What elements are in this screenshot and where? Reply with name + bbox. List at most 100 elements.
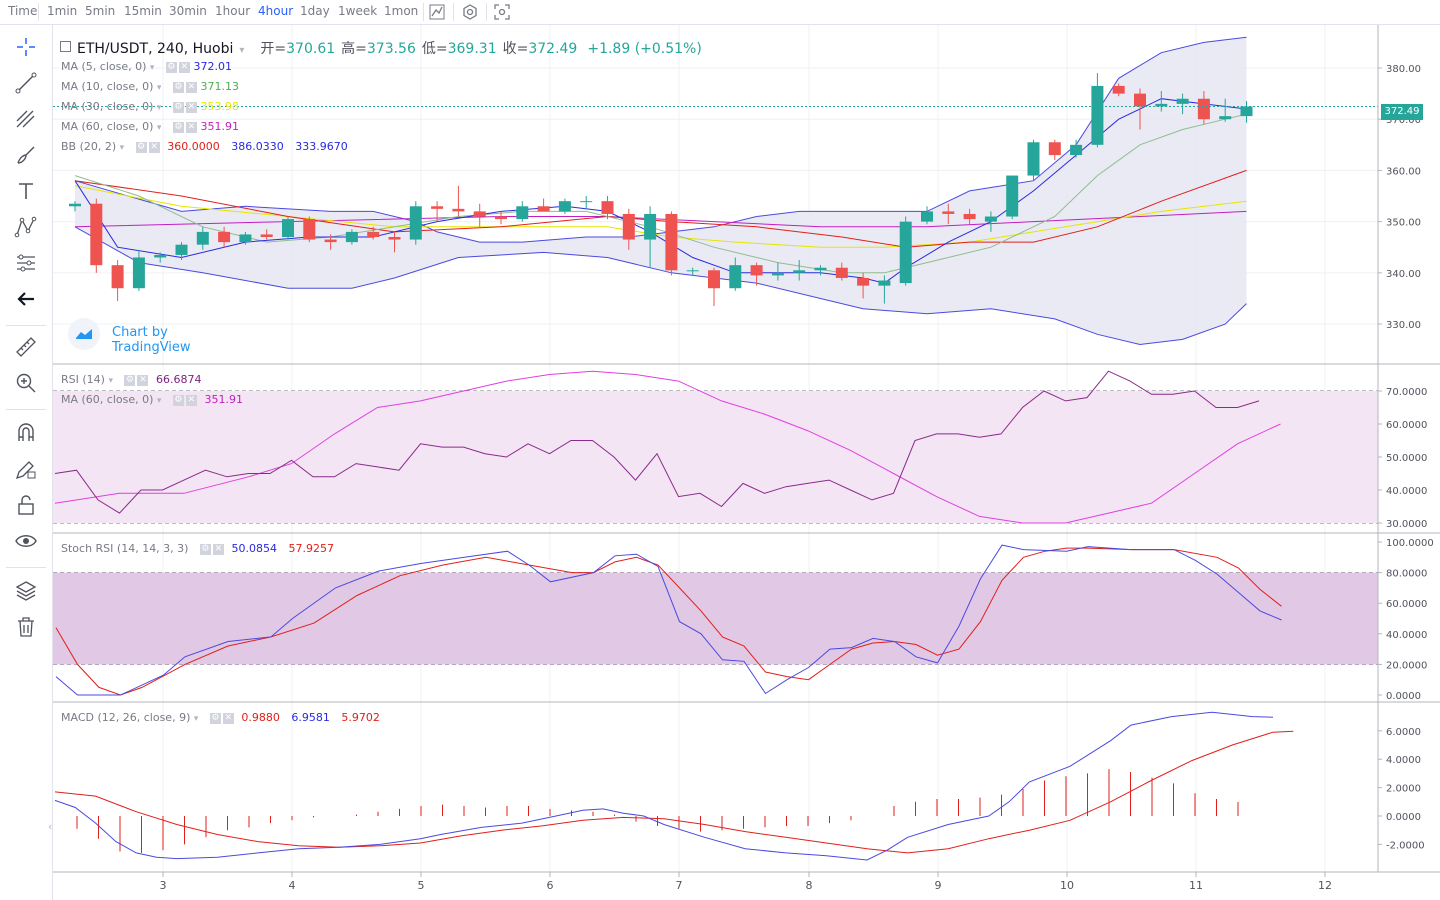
legend-ma30[interactable]: MA (30, close, 0) ▾ ⚙ ✕ 353.98 (61, 100, 239, 113)
interval-1week[interactable]: 1week (338, 4, 378, 18)
collapse-icon[interactable] (60, 41, 71, 52)
legend-ma10[interactable]: MA (10, close, 0) ▾ ⚙ ✕ 371.13 (61, 80, 239, 93)
legend-stoch[interactable]: Stoch RSI (14, 14, 3, 3) ⚙ ✕ 50.0854 57.9… (61, 542, 334, 555)
interval-1min[interactable]: 1min (47, 4, 78, 18)
tradingview-watermark[interactable]: Chart by TradingView (68, 318, 248, 355)
toolbar-divider (453, 3, 454, 21)
y-tick-label: 6.0000 (1386, 727, 1421, 738)
layers-icon[interactable] (14, 579, 38, 603)
close-icon[interactable]: ✕ (137, 374, 149, 386)
candle-body (1048, 142, 1061, 156)
lock-pencil-icon[interactable] (14, 457, 38, 481)
gear-icon[interactable]: ⚙ (165, 61, 177, 73)
candle-body (175, 244, 188, 255)
close-icon[interactable]: ✕ (185, 121, 197, 133)
interval-15min[interactable]: 15min (124, 4, 162, 18)
y-tick-label: 330.00 (1386, 320, 1421, 331)
toolbar-divider (38, 3, 39, 21)
y-tick-label: 40.0000 (1386, 486, 1427, 497)
y-tick-label: 340.00 (1386, 269, 1421, 280)
settings-gear-icon[interactable] (460, 3, 480, 21)
text-tool-icon[interactable] (14, 179, 38, 203)
gear-icon[interactable]: ⚙ (209, 712, 221, 724)
symbol-header: ETH/USDT, 240, Huobi ▾ 开=370.61 高=373.56 低=3… (60, 38, 702, 58)
crosshair-icon[interactable] (14, 35, 38, 59)
gear-icon[interactable]: ⚙ (172, 394, 184, 406)
symbol-title[interactable]: ETH/USDT, 240, Huobi (77, 41, 234, 57)
legend-name: RSI (14) (61, 373, 105, 386)
close-icon[interactable]: ✕ (148, 141, 160, 153)
legend-rsi[interactable]: RSI (14) ▾ ⚙ ✕ 66.6874 (61, 373, 202, 386)
interval-1day[interactable]: 1day (300, 4, 330, 18)
interval-30min[interactable]: 30min (169, 4, 207, 18)
macd-line (54, 711, 1274, 861)
high-value: 373.56 (366, 41, 416, 57)
legend-bb[interactable]: BB (20, 2) ▾ ⚙ ✕ 360.0000 386.0330 333.96… (61, 140, 348, 153)
interval-4hour[interactable]: 4hour (258, 4, 294, 18)
gear-icon[interactable]: ⚙ (172, 101, 184, 113)
candle-body (111, 265, 124, 289)
legend-value: 333.9670 (295, 140, 348, 153)
candle-body (1197, 98, 1210, 120)
scroll-left-icon[interactable]: ‹ (48, 820, 53, 833)
candle-body (1176, 98, 1189, 104)
open-value: 370.61 (286, 41, 336, 57)
close-icon[interactable]: ✕ (178, 61, 190, 73)
pattern-icon[interactable] (14, 215, 38, 239)
chevron-down-icon[interactable]: ▾ (239, 45, 245, 56)
interval-1hour[interactable]: 1hour (215, 4, 251, 18)
eye-icon[interactable] (14, 529, 38, 553)
candle-body (154, 254, 167, 258)
trend-line-icon[interactable] (14, 71, 38, 95)
unlock-icon[interactable] (14, 493, 38, 517)
close-icon[interactable]: ✕ (212, 543, 224, 555)
close-icon[interactable]: ✕ (185, 81, 197, 93)
bollinger-middle-line (74, 169, 1247, 248)
toolbar-divider (486, 3, 487, 21)
zoom-in-icon[interactable] (14, 371, 38, 395)
trash-icon[interactable] (14, 615, 38, 639)
legend-macd[interactable]: MACD (12, 26, close, 9) ▾ ⚙ ✕ 0.9880 6.95… (61, 711, 380, 724)
gear-icon[interactable]: ⚙ (172, 121, 184, 133)
chart-type-icon[interactable] (427, 3, 447, 21)
candle-body (1155, 103, 1168, 107)
gear-icon[interactable]: ⚙ (199, 543, 211, 555)
gear-icon[interactable]: ⚙ (172, 81, 184, 93)
gear-icon[interactable]: ⚙ (124, 374, 136, 386)
interval-5min[interactable]: 5min (85, 4, 116, 18)
close-icon[interactable]: ✕ (185, 101, 197, 113)
candle-body (516, 206, 529, 220)
y-tick-label: 50.0000 (1386, 453, 1427, 464)
gear-icon[interactable]: ⚙ (135, 141, 147, 153)
tradingview-logo-icon (68, 318, 100, 350)
legend-rsi-ma[interactable]: MA (60, close, 0) ▾ ⚙ ✕ 351.91 (61, 393, 243, 406)
band-fills (53, 37, 1378, 665)
legend-ma60[interactable]: MA (60, close, 0) ▾ ⚙ ✕ 351.91 (61, 120, 239, 133)
legend-ma5[interactable]: MA (5, close, 0) ▾ ⚙ ✕ 372.01 (61, 60, 232, 73)
close-icon[interactable]: ✕ (185, 394, 197, 406)
magnet-icon[interactable] (14, 421, 38, 445)
interval-1mon[interactable]: 1mon (384, 4, 419, 18)
y-tick-label: 0.0000 (1386, 812, 1421, 823)
y-tick-label: 40.0000 (1386, 630, 1427, 641)
legend-value: 351.91 (200, 120, 239, 133)
interval-time[interactable]: Time (8, 4, 38, 18)
legend-name: MA (30, close, 0) (61, 100, 154, 113)
fullscreen-icon[interactable] (492, 3, 512, 21)
candle-body (558, 201, 571, 212)
candle-body (750, 265, 763, 276)
close-icon[interactable]: ✕ (222, 712, 234, 724)
prediction-tool-icon[interactable] (14, 251, 38, 275)
ruler-icon[interactable] (14, 335, 38, 359)
legend-name: MA (10, close, 0) (61, 80, 154, 93)
candle-body (1134, 93, 1146, 107)
brush-icon[interactable] (14, 143, 38, 167)
y-tick-label: 20.0000 (1386, 660, 1427, 671)
candle-body (1006, 175, 1019, 217)
open-label: 开= (260, 41, 287, 57)
back-arrow-icon[interactable] (14, 287, 38, 311)
legend-value: 351.91 (204, 393, 243, 406)
drawing-toolbar (0, 25, 53, 900)
pitchfork-icon[interactable] (14, 107, 38, 131)
